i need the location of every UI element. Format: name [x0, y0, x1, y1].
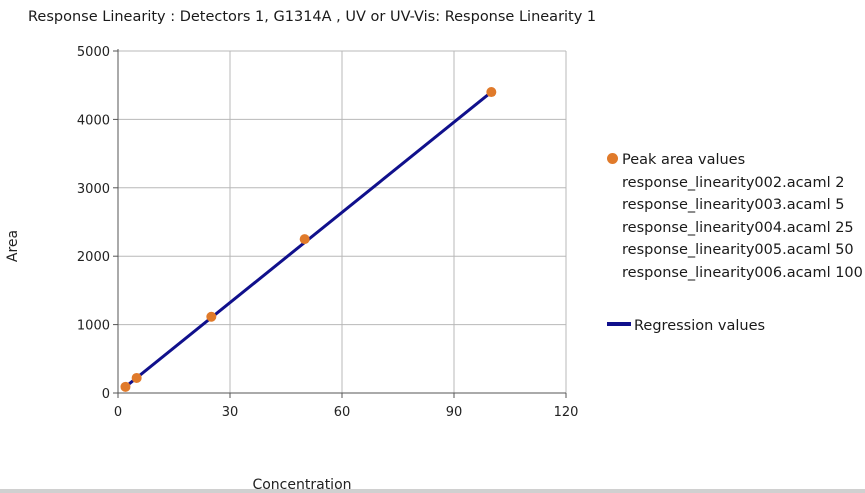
y-axis-label: Area [5, 230, 21, 262]
bottom-divider [0, 489, 865, 493]
data-point [299, 234, 310, 245]
legend-item-regression: Regression values [605, 315, 863, 338]
y-tick-label: 1000 [77, 319, 110, 334]
x-tick-labels: 0 30 60 90 120 [114, 405, 579, 420]
legend-entry: response_linearity002.acaml 2 [622, 174, 845, 191]
x-tick-label: 30 [222, 405, 239, 420]
y-tick-label: 3000 [77, 182, 110, 197]
x-tick-label: 120 [554, 405, 579, 420]
x-tick-label: 90 [446, 405, 463, 420]
y-tick-label: 0 [102, 387, 110, 402]
x-tick-label: 0 [114, 405, 122, 420]
data-point [206, 311, 217, 322]
data-point [131, 372, 142, 383]
peak-area-series [120, 87, 497, 392]
axes [113, 49, 567, 398]
y-tick-label: 5000 [77, 45, 110, 60]
legend: Peak area values response_linearity002.a… [605, 149, 863, 338]
chart-title: Response Linearity : Detectors 1, G1314A… [28, 9, 597, 25]
legend-marker-line [607, 322, 631, 326]
legend-entry: response_linearity005.acaml 50 [622, 242, 854, 258]
legend-entry: response_linearity006.acaml 100 [622, 264, 863, 281]
legend-label-regression: Regression values [634, 318, 766, 334]
y-tick-label: 2000 [77, 250, 110, 265]
data-point [120, 381, 131, 392]
y-tick-labels: 0 1000 2000 3000 4000 5000 [77, 45, 110, 402]
legend-label-peak-area: Peak area values [622, 152, 746, 168]
x-tick-label: 60 [334, 405, 351, 420]
legend-entry: response_linearity003.acaml 5 [622, 197, 845, 213]
legend-entry: response_linearity004.acaml 25 [622, 219, 854, 236]
data-point [486, 87, 497, 98]
grid-lines [118, 50, 567, 393]
legend-marker-dot [607, 153, 618, 164]
legend-item-peak-area: Peak area values [605, 149, 863, 172]
y-tick-label: 4000 [77, 113, 110, 128]
